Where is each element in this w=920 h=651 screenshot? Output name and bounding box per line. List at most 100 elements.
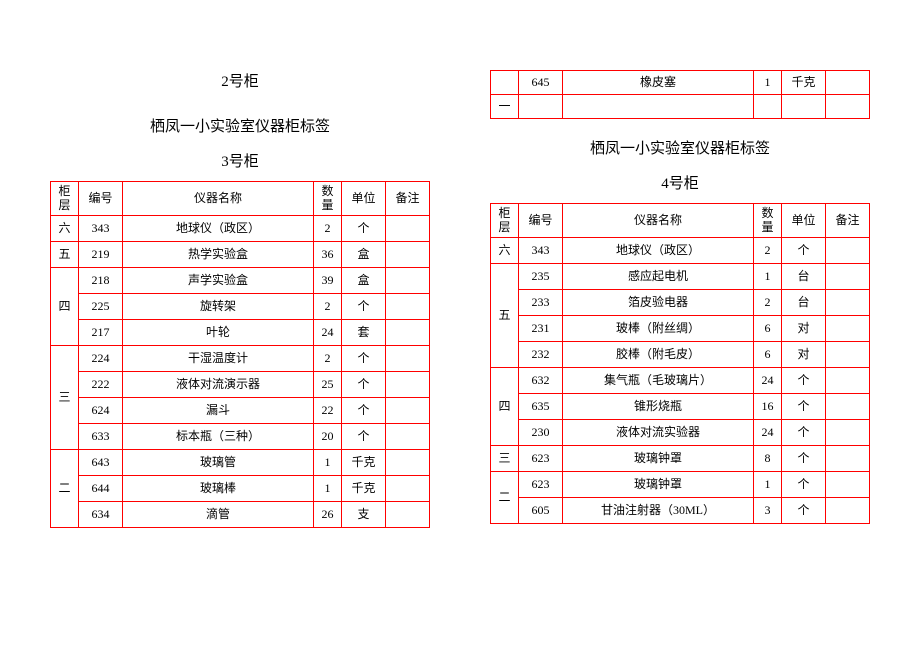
- table-cell: 单位: [342, 182, 386, 216]
- table-cell: 个: [342, 294, 386, 320]
- table-cell: 1: [314, 476, 342, 502]
- table-cell: [826, 71, 870, 95]
- table-cell: 地球仪（政区）: [123, 216, 314, 242]
- table-cell: [386, 268, 430, 294]
- table-row: 645橡皮塞1千克: [491, 71, 870, 95]
- table-cell: 1: [754, 71, 782, 95]
- left-title: 栖凤一小实验室仪器柜标签: [150, 115, 330, 136]
- table-cell: [826, 498, 870, 524]
- table-cell: 2: [754, 238, 782, 264]
- table-cell: 634: [79, 502, 123, 528]
- table-row: 二643玻璃管1千克: [51, 450, 430, 476]
- table-cell: 222: [79, 372, 123, 398]
- table-cell: [386, 502, 430, 528]
- table-cell: 编号: [519, 204, 563, 238]
- table-cell: 632: [519, 368, 563, 394]
- table-cell: 6: [754, 316, 782, 342]
- table-cell: 声学实验盒: [123, 268, 314, 294]
- right-mini-table: 645橡皮塞1千克一: [490, 70, 870, 119]
- table-cell: 玻璃棒: [123, 476, 314, 502]
- table-cell: [563, 95, 754, 119]
- table-cell: [386, 242, 430, 268]
- table-cell: 五: [51, 242, 79, 268]
- table-row: 四632集气瓶（毛玻璃片）24个: [491, 368, 870, 394]
- table-cell: 橡皮塞: [563, 71, 754, 95]
- table-cell: 22: [314, 398, 342, 424]
- table-cell: 液体对流演示器: [123, 372, 314, 398]
- right-column: 645橡皮塞1千克一 栖凤一小实验室仪器柜标签 4号柜 柜层编号仪器名称数量单位…: [490, 70, 870, 528]
- table-cell: 一: [491, 95, 519, 119]
- table-row: 三224干湿温度计2个: [51, 346, 430, 372]
- table-cell: 232: [519, 342, 563, 368]
- table-cell: [826, 264, 870, 290]
- table-cell: 六: [51, 216, 79, 242]
- table-cell: 旋转架: [123, 294, 314, 320]
- table-cell: [826, 472, 870, 498]
- table-cell: 柜层: [51, 182, 79, 216]
- table-cell: 231: [519, 316, 563, 342]
- table-cell: 39: [314, 268, 342, 294]
- table-row: 217叶轮24套: [51, 320, 430, 346]
- table-cell: 225: [79, 294, 123, 320]
- table-row: 六343地球仪（政区）2个: [51, 216, 430, 242]
- table-cell: 个: [782, 472, 826, 498]
- table-cell: 甘油注射器（30ML）: [563, 498, 754, 524]
- table-cell: [491, 71, 519, 95]
- table-cell: 2: [314, 294, 342, 320]
- table-row: 232胶棒（附毛皮）6对: [491, 342, 870, 368]
- table-cell: 个: [342, 424, 386, 450]
- cabinet-4-heading: 4号柜: [661, 172, 699, 193]
- left-column: 2号柜 栖凤一小实验室仪器柜标签 3号柜 柜层编号仪器名称数量单位备注六343地…: [50, 70, 430, 528]
- table-cell: 数量: [754, 204, 782, 238]
- table-cell: 备注: [826, 204, 870, 238]
- table-cell: [386, 476, 430, 502]
- table-cell: 叶轮: [123, 320, 314, 346]
- table-cell: 感应起电机: [563, 264, 754, 290]
- table-row: 六343地球仪（政区）2个: [491, 238, 870, 264]
- table-cell: 24: [754, 420, 782, 446]
- table-cell: [386, 216, 430, 242]
- table-row: 二623玻璃钟罩1个: [491, 472, 870, 498]
- table-cell: 623: [519, 472, 563, 498]
- table-row: 633标本瓶（三种）20个: [51, 424, 430, 450]
- table-cell: 支: [342, 502, 386, 528]
- table-cell: 623: [519, 446, 563, 472]
- table-cell: [386, 424, 430, 450]
- table-cell: 217: [79, 320, 123, 346]
- table-row: 233箔皮验电器2台: [491, 290, 870, 316]
- table-header-row: 柜层编号仪器名称数量单位备注: [51, 182, 430, 216]
- table-cell: 对: [782, 316, 826, 342]
- table-cell: [386, 320, 430, 346]
- table-cell: 仪器名称: [123, 182, 314, 216]
- table-row: 644玻璃棒1千克: [51, 476, 430, 502]
- table-cell: 633: [79, 424, 123, 450]
- table-row: 一: [491, 95, 870, 119]
- table-cell: 集气瓶（毛玻璃片）: [563, 368, 754, 394]
- table-cell: 1: [754, 472, 782, 498]
- table-cell: 24: [314, 320, 342, 346]
- table-cell: [754, 95, 782, 119]
- right-title: 栖凤一小实验室仪器柜标签: [590, 137, 770, 158]
- table-cell: [826, 342, 870, 368]
- table-cell: 干湿温度计: [123, 346, 314, 372]
- cabinet-2-heading: 2号柜: [221, 70, 259, 91]
- table-cell: [826, 316, 870, 342]
- table-cell: 219: [79, 242, 123, 268]
- table-cell: 玻棒（附丝绸）: [563, 316, 754, 342]
- table-cell: 36: [314, 242, 342, 268]
- table-cell: 玻璃管: [123, 450, 314, 476]
- right-table: 柜层编号仪器名称数量单位备注六343地球仪（政区）2个五235感应起电机1台23…: [490, 203, 870, 524]
- table-cell: 16: [754, 394, 782, 420]
- table-cell: 标本瓶（三种）: [123, 424, 314, 450]
- table-cell: 3: [754, 498, 782, 524]
- table-cell: 26: [314, 502, 342, 528]
- table-cell: 25: [314, 372, 342, 398]
- table-cell: 千克: [342, 450, 386, 476]
- table-cell: [519, 95, 563, 119]
- table-cell: 644: [79, 476, 123, 502]
- table-cell: 个: [342, 216, 386, 242]
- table-cell: 台: [782, 264, 826, 290]
- table-cell: [782, 95, 826, 119]
- table-cell: [826, 446, 870, 472]
- table-cell: [826, 290, 870, 316]
